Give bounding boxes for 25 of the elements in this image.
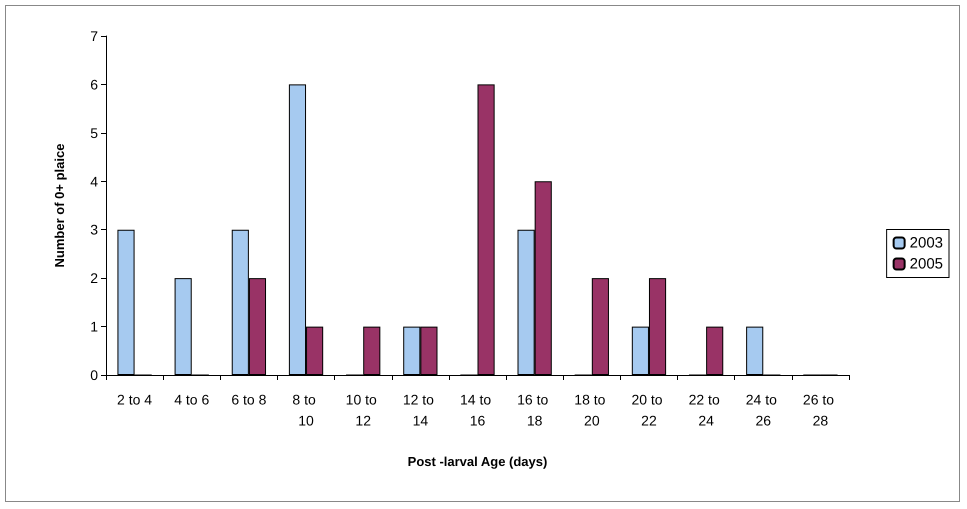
x-tick-label: 26 to 28: [802, 392, 838, 428]
x-tick-label: 8 to 10: [292, 392, 320, 428]
legend-label: 2003: [910, 234, 944, 252]
x-tick-label: 22 to 24: [688, 392, 724, 428]
x-tick-label: 14 to 16: [460, 392, 496, 428]
x-tick-label: 20 to 22: [631, 392, 666, 428]
x-tick-label: 4 to 6: [174, 392, 210, 408]
y-axis-title: Number of 0+ plaice: [52, 144, 67, 268]
y-tick-label: 5: [90, 124, 98, 141]
x-tick-label: 24 to 26: [746, 392, 781, 428]
x-axis-title: Post -larval Age (days): [408, 454, 548, 469]
x-tick-label: 10 to 12: [346, 392, 381, 428]
y-tick-label: 1: [90, 318, 98, 335]
y-tick-label: 0: [90, 367, 98, 383]
x-tick-label: 12 to 14: [402, 392, 438, 428]
y-tick-label: 4: [90, 173, 98, 190]
legend-label: 2005: [910, 256, 944, 272]
x-tick-label: 6 to 8: [231, 392, 267, 408]
x-tick-label: 16 to 18: [517, 392, 552, 428]
y-tick-label: 3: [90, 222, 98, 238]
y-tick-label: 2: [90, 270, 98, 286]
y-tick-label: 6: [90, 76, 98, 92]
y-tick-label: 7: [90, 28, 98, 44]
x-tick-label: 2 to 4: [117, 392, 152, 408]
x-tick-label: 18 to 20: [574, 392, 610, 428]
